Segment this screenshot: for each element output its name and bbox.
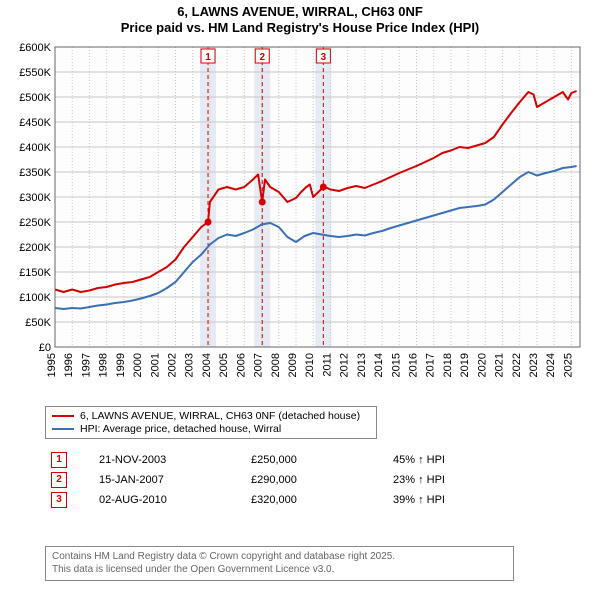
row-marker: 1 xyxy=(51,452,67,468)
y-tick-label: £450K xyxy=(19,117,51,129)
x-tick-label: 2012 xyxy=(339,353,351,377)
legend-label: 6, LAWNS AVENUE, WIRRAL, CH63 0NF (detac… xyxy=(80,410,360,423)
legend-item: HPI: Average price, detached house, Wirr… xyxy=(52,423,370,436)
sale-marker-3: 3 xyxy=(321,52,327,63)
y-tick-label: £600K xyxy=(19,42,51,54)
y-tick-label: £100K xyxy=(19,292,51,304)
title-line1: 6, LAWNS AVENUE, WIRRAL, CH63 0NF xyxy=(0,4,600,20)
chart-title: 6, LAWNS AVENUE, WIRRAL, CH63 0NF Price … xyxy=(0,0,600,37)
row-price: £320,000 xyxy=(245,490,387,510)
sale-marker-2: 2 xyxy=(259,52,265,63)
x-tick-label: 1999 xyxy=(115,353,127,377)
row-delta: 45% ↑ HPI xyxy=(387,450,509,470)
x-tick-label: 2010 xyxy=(304,353,316,377)
row-price: £290,000 xyxy=(245,470,387,490)
x-tick-label: 2015 xyxy=(390,353,402,377)
legend-swatch xyxy=(52,428,74,430)
x-tick-label: 1995 xyxy=(46,353,58,377)
row-date: 15-JAN-2007 xyxy=(93,470,245,490)
price-chart: £0 £50K £100K £150K £200K £250K £300K £350K £400… xyxy=(10,37,590,397)
y-tick-label: £300K xyxy=(19,192,51,204)
y-tick-label: £250K xyxy=(19,217,51,229)
row-date: 02-AUG-2010 xyxy=(93,490,245,510)
x-tick-label: 2008 xyxy=(270,353,282,377)
license-line1: Contains HM Land Registry data © Crown c… xyxy=(52,551,507,564)
x-tick-label: 1997 xyxy=(80,353,92,377)
x-tick-label: 2016 xyxy=(407,353,419,377)
row-marker: 2 xyxy=(51,472,67,488)
y-tick-label: £0 xyxy=(39,342,51,354)
x-tick-label: 2009 xyxy=(287,353,299,377)
x-tick-label: 2024 xyxy=(545,353,557,377)
sales-table: 1 21-NOV-2003£250,00045% ↑ HPI 2 15-JAN-200… xyxy=(45,450,509,510)
x-tick-label: 2005 xyxy=(218,353,230,377)
x-tick-label: 2025 xyxy=(562,353,574,377)
license-line2: This data is licensed under the Open Gov… xyxy=(52,564,507,577)
x-tick-label: 2003 xyxy=(184,353,196,377)
x-tick-label: 2006 xyxy=(235,353,247,377)
legend-swatch xyxy=(52,415,74,417)
license-text: Contains HM Land Registry data © Crown c… xyxy=(45,546,514,581)
row-date: 21-NOV-2003 xyxy=(93,450,245,470)
x-tick-label: 2022 xyxy=(511,353,523,377)
legend: 6, LAWNS AVENUE, WIRRAL, CH63 0NF (detac… xyxy=(45,406,377,439)
row-marker: 3 xyxy=(51,492,67,508)
x-tick-label: 2000 xyxy=(132,353,144,377)
x-tick-label: 2001 xyxy=(149,353,161,377)
x-tick-label: 2019 xyxy=(459,353,471,377)
table-row: 1 21-NOV-2003£250,00045% ↑ HPI xyxy=(45,450,509,470)
x-tick-label: 2018 xyxy=(442,353,454,377)
y-tick-label: £50K xyxy=(25,317,51,329)
x-tick-label: 2002 xyxy=(166,353,178,377)
y-tick-label: £500K xyxy=(19,92,51,104)
x-tick-label: 2023 xyxy=(528,353,540,377)
row-delta: 39% ↑ HPI xyxy=(387,490,509,510)
x-tick-label: 2004 xyxy=(201,353,213,377)
y-tick-label: £550K xyxy=(19,67,51,79)
x-tick-label: 2017 xyxy=(425,353,437,377)
x-tick-label: 2007 xyxy=(253,353,265,377)
legend-label: HPI: Average price, detached house, Wirr… xyxy=(80,423,281,436)
table-row: 2 15-JAN-2007£290,00023% ↑ HPI xyxy=(45,470,509,490)
row-delta: 23% ↑ HPI xyxy=(387,470,509,490)
x-tick-label: 2021 xyxy=(494,353,506,377)
legend-item: 6, LAWNS AVENUE, WIRRAL, CH63 0NF (detac… xyxy=(52,410,370,423)
row-price: £250,000 xyxy=(245,450,387,470)
sale-marker-1: 1 xyxy=(205,52,211,63)
y-tick-label: £400K xyxy=(19,142,51,154)
x-tick-label: 2013 xyxy=(356,353,368,377)
x-tick-label: 1996 xyxy=(63,353,75,377)
title-line2: Price paid vs. HM Land Registry's House … xyxy=(0,20,600,36)
x-tick-label: 2014 xyxy=(373,353,385,377)
chart-area: £0 £50K £100K £150K £200K £250K £300K £350K £400… xyxy=(10,37,590,397)
x-tick-label: 2011 xyxy=(321,353,333,377)
table-row: 3 02-AUG-2010£320,00039% ↑ HPI xyxy=(45,490,509,510)
y-tick-label: £150K xyxy=(19,267,51,279)
x-tick-label: 2020 xyxy=(476,353,488,377)
x-tick-label: 1998 xyxy=(98,353,110,377)
y-tick-label: £350K xyxy=(19,167,51,179)
y-tick-label: £200K xyxy=(19,242,51,254)
